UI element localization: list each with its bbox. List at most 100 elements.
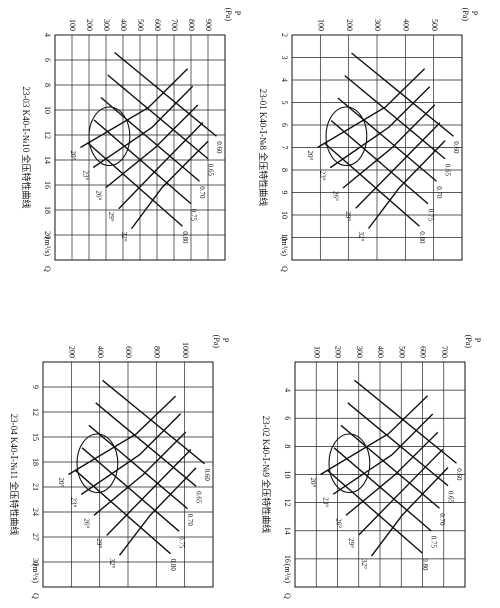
blade-angle-label: 23° — [82, 171, 90, 181]
chart-panel: 4 6 8 10 12 14 16 18 20 100 200 300 400 500 600 700 800 9… — [21, 8, 242, 272]
x-tick-label: 21 — [31, 483, 40, 491]
y-tick-label: 600 — [153, 19, 162, 31]
blade-angle-label: 32° — [108, 558, 116, 568]
x-tick-label: 15 — [31, 433, 40, 441]
curve — [326, 469, 423, 554]
x-tick-label: 6 — [280, 123, 289, 127]
efficiency-label: 0.65 — [446, 491, 454, 504]
peak-region — [325, 106, 368, 167]
curve — [354, 379, 457, 464]
y-tick-label: 500 — [136, 19, 145, 31]
y-tick-label: 800 — [187, 19, 196, 31]
y-tick-label: 400 — [376, 346, 385, 358]
blade-angle-label: 23° — [70, 498, 78, 508]
chart-title: 23-01 K40-Ⅰ-№8 全压特性曲线 — [258, 89, 269, 207]
efficiency-label: 0.60 — [452, 141, 460, 154]
y-tick-label: 700 — [440, 346, 449, 358]
curve — [74, 469, 171, 555]
x-axis-label: Q — [31, 593, 40, 599]
blade-angle-label: 26° — [94, 191, 102, 201]
curve — [337, 97, 437, 182]
chart-panel: 4 6 8 10 12 14 16 100 200 300 400 500 600 700 P(Pa) (m³… — [261, 335, 482, 599]
efficiency-label: 0.80 — [421, 558, 429, 571]
curve — [329, 86, 431, 169]
curve — [118, 122, 204, 210]
y-tick-label: 700 — [170, 19, 179, 31]
y-tick-label: 300 — [373, 19, 382, 31]
x-tick-label: 4 — [283, 388, 292, 392]
peak-region — [328, 433, 371, 494]
y-axis-label: P — [221, 338, 230, 343]
curve — [323, 142, 420, 227]
x-tick-label: 10 — [43, 106, 52, 114]
curve — [68, 395, 177, 476]
y-tick-label: 800 — [152, 346, 161, 358]
efficiency-label: 0.75 — [177, 536, 185, 549]
x-tick-label: 2 — [280, 33, 289, 37]
efficiency-label: 0.70 — [438, 513, 446, 526]
y-axis-label: P — [470, 11, 479, 16]
x-tick-label: 24 — [31, 508, 40, 516]
blade-angle-label: 26° — [331, 191, 339, 201]
y-axis-label: P — [473, 338, 482, 343]
y-tick-label: 600 — [124, 346, 133, 358]
chart-title: 23-02 K40-Ⅰ-№9 全压特性曲线 — [261, 416, 272, 534]
x-tick-label: 9 — [31, 385, 40, 389]
efficiency-label: 0.60 — [203, 469, 211, 482]
blade-angle-label: 29° — [95, 538, 103, 548]
efficiency-label: 0.65 — [194, 491, 202, 504]
x-axis-label: Q — [43, 266, 52, 272]
x-tick-label: 6 — [43, 58, 52, 62]
x-axis-label: Q — [280, 266, 289, 272]
x-tick-label: 14 — [283, 527, 292, 535]
curve — [92, 85, 194, 169]
blade-angle-label: 20° — [309, 478, 317, 488]
y-axis-unit: (Pa) — [464, 335, 473, 349]
efficiency-label: 0.75 — [429, 536, 437, 549]
y-tick-label: 200 — [345, 19, 354, 31]
y-tick-label: 400 — [401, 19, 410, 31]
x-tick-label: 16 — [43, 181, 52, 189]
y-tick-label: 300 — [102, 19, 111, 31]
x-tick-label: 4 — [280, 78, 289, 82]
curve — [351, 52, 454, 137]
y-axis-unit: (Pa) — [224, 8, 233, 22]
curve — [95, 402, 197, 487]
y-axis-unit: (Pa) — [461, 8, 470, 22]
curve — [344, 74, 446, 160]
curve — [93, 119, 192, 205]
y-tick-label: 900 — [204, 19, 213, 31]
y-tick-label: 400 — [96, 346, 105, 358]
curve — [358, 448, 444, 536]
efficiency-label: 0.70 — [198, 186, 206, 199]
x-tick-label: 5 — [280, 101, 289, 105]
efficiency-label: 0.70 — [435, 186, 443, 199]
curve — [93, 431, 187, 516]
chart-title: 23-03 K40-Ⅰ-№10 全压特性曲线 — [21, 86, 32, 208]
x-tick-label: 12 — [43, 131, 52, 139]
blade-angle-label: 23° — [319, 171, 327, 181]
y-tick-label: 1000 — [181, 342, 190, 358]
curve — [130, 140, 209, 230]
x-axis-unit: (m³/s) — [43, 237, 52, 257]
x-tick-label: 4 — [43, 33, 52, 37]
curve — [100, 96, 200, 182]
x-tick-label: 8 — [283, 444, 292, 448]
x-tick-label: 30 — [31, 558, 40, 566]
x-axis-unit: (m³/s) — [280, 237, 289, 257]
x-tick-label: 16 — [283, 555, 292, 563]
y-tick-label: 600 — [419, 346, 428, 358]
x-tick-label: 14 — [43, 156, 52, 164]
curve — [80, 413, 182, 496]
curve — [118, 467, 197, 556]
chart-panel: 2 3 4 5 6 7 8 9 10 11 100 200 300 400 500 P(Pa) (m³/s) Q 2… — [258, 8, 479, 272]
y-axis-label: P — [233, 11, 242, 16]
blade-angle-label: 29° — [347, 538, 355, 548]
blade-angle-label: 20° — [57, 478, 65, 488]
x-tick-label: 7 — [280, 146, 289, 150]
blade-angle-label: 29° — [107, 212, 115, 222]
x-tick-label: 20 — [43, 231, 52, 239]
blade-angle-label: 29° — [344, 211, 352, 221]
x-tick-label: 10 — [283, 471, 292, 479]
